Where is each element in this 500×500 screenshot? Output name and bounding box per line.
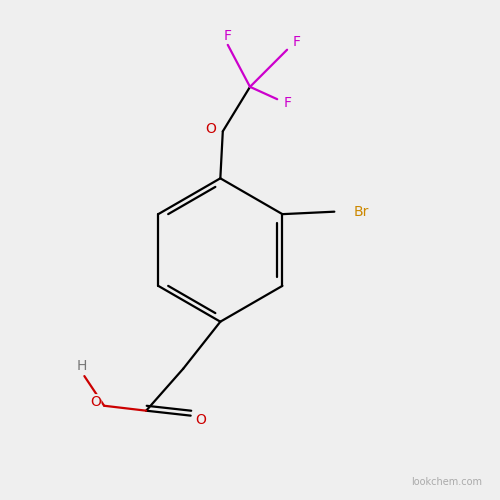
Text: F: F <box>293 36 301 50</box>
Text: F: F <box>284 96 292 110</box>
Text: O: O <box>90 395 101 409</box>
Text: O: O <box>195 412 206 426</box>
Text: Br: Br <box>354 204 370 218</box>
Text: H: H <box>76 359 87 373</box>
Text: lookchem.com: lookchem.com <box>412 478 482 488</box>
Text: O: O <box>205 122 216 136</box>
Text: F: F <box>224 29 232 43</box>
